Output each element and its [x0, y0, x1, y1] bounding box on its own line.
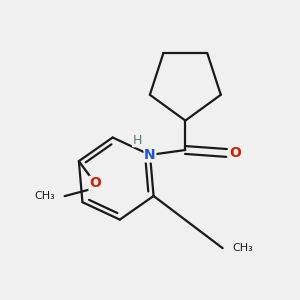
Text: O: O: [230, 146, 241, 160]
Text: H: H: [133, 134, 142, 147]
Text: CH₃: CH₃: [232, 243, 253, 253]
Text: N: N: [144, 148, 156, 162]
Text: CH₃: CH₃: [34, 191, 55, 201]
Text: O: O: [89, 176, 101, 190]
